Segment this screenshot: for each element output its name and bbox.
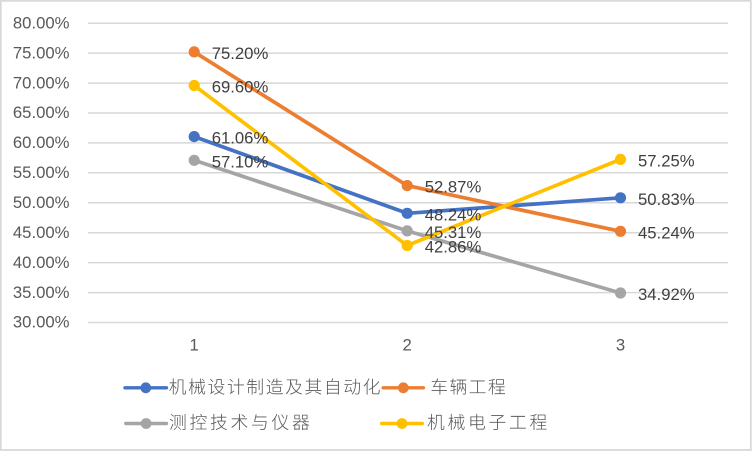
svg-text:52.87%: 52.87% bbox=[425, 178, 482, 197]
svg-text:50.83%: 50.83% bbox=[638, 190, 695, 209]
svg-text:57.25%: 57.25% bbox=[638, 151, 695, 170]
svg-text:35.00%: 35.00% bbox=[13, 283, 70, 302]
svg-text:45.24%: 45.24% bbox=[638, 223, 695, 242]
svg-text:80.00%: 80.00% bbox=[13, 13, 70, 32]
svg-text:61.06%: 61.06% bbox=[212, 129, 269, 148]
svg-text:50.00%: 50.00% bbox=[13, 193, 70, 212]
svg-text:34.92%: 34.92% bbox=[638, 285, 695, 304]
svg-text:45.31%: 45.31% bbox=[425, 223, 482, 242]
svg-text:60.00%: 60.00% bbox=[13, 133, 70, 152]
svg-text:48.24%: 48.24% bbox=[425, 205, 482, 224]
svg-text:3: 3 bbox=[616, 335, 625, 354]
svg-text:40.00%: 40.00% bbox=[13, 253, 70, 272]
svg-text:30.00%: 30.00% bbox=[13, 313, 70, 332]
svg-text:55.00%: 55.00% bbox=[13, 163, 70, 182]
svg-text:57.10%: 57.10% bbox=[212, 152, 269, 171]
svg-text:65.00%: 65.00% bbox=[13, 103, 70, 122]
svg-text:45.00%: 45.00% bbox=[13, 223, 70, 242]
svg-text:75.00%: 75.00% bbox=[13, 43, 70, 62]
svg-text:75.20%: 75.20% bbox=[212, 44, 269, 63]
svg-text:70.00%: 70.00% bbox=[13, 73, 70, 92]
svg-text:42.86%: 42.86% bbox=[425, 238, 482, 257]
svg-text:2: 2 bbox=[403, 335, 412, 354]
svg-text:1: 1 bbox=[190, 335, 199, 354]
svg-text:69.60%: 69.60% bbox=[212, 78, 269, 97]
